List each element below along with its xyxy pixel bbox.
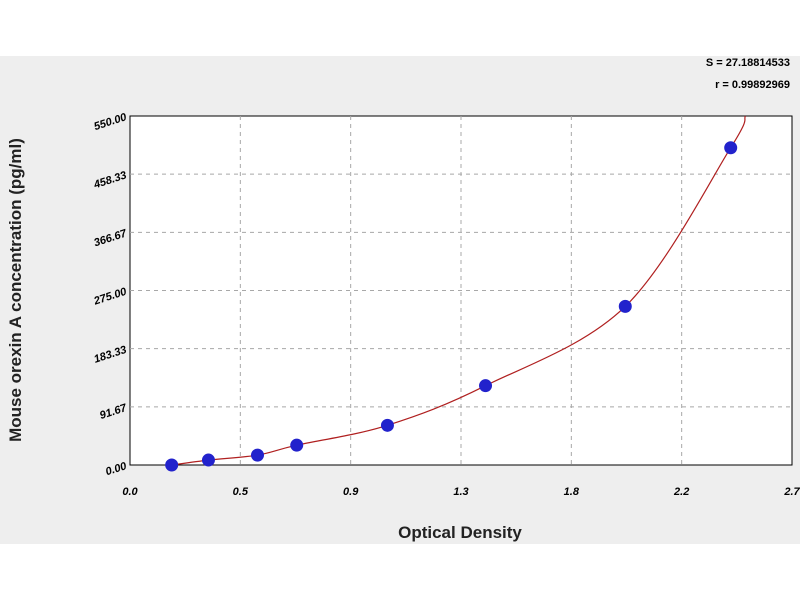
data-point bbox=[201, 453, 215, 467]
s-statistic: S = 27.18814533 bbox=[706, 57, 790, 69]
data-point bbox=[250, 448, 264, 462]
data-point bbox=[618, 299, 632, 313]
x-tick-label: 1.8 bbox=[564, 486, 580, 498]
x-tick-label: 0.0 bbox=[122, 486, 138, 498]
x-tick-label: 0.5 bbox=[233, 486, 249, 498]
data-point bbox=[290, 438, 304, 452]
grid-layer bbox=[130, 116, 792, 465]
x-tick-label: 2.7 bbox=[783, 486, 800, 498]
x-tick-label: 0.9 bbox=[343, 486, 359, 498]
fit-curve bbox=[171, 115, 746, 466]
data-points bbox=[165, 141, 738, 472]
data-point bbox=[479, 379, 493, 393]
data-point bbox=[165, 458, 179, 472]
data-point bbox=[724, 141, 738, 155]
x-tick-label: 2.2 bbox=[673, 486, 689, 498]
x-axis-title: Optical Density bbox=[398, 523, 522, 542]
r-statistic: r = 0.99892969 bbox=[715, 79, 790, 91]
x-tick-label: 1.3 bbox=[453, 486, 468, 498]
data-point bbox=[380, 418, 394, 432]
y-axis-title: Mouse orexin A concentration (pg/ml) bbox=[6, 138, 25, 442]
